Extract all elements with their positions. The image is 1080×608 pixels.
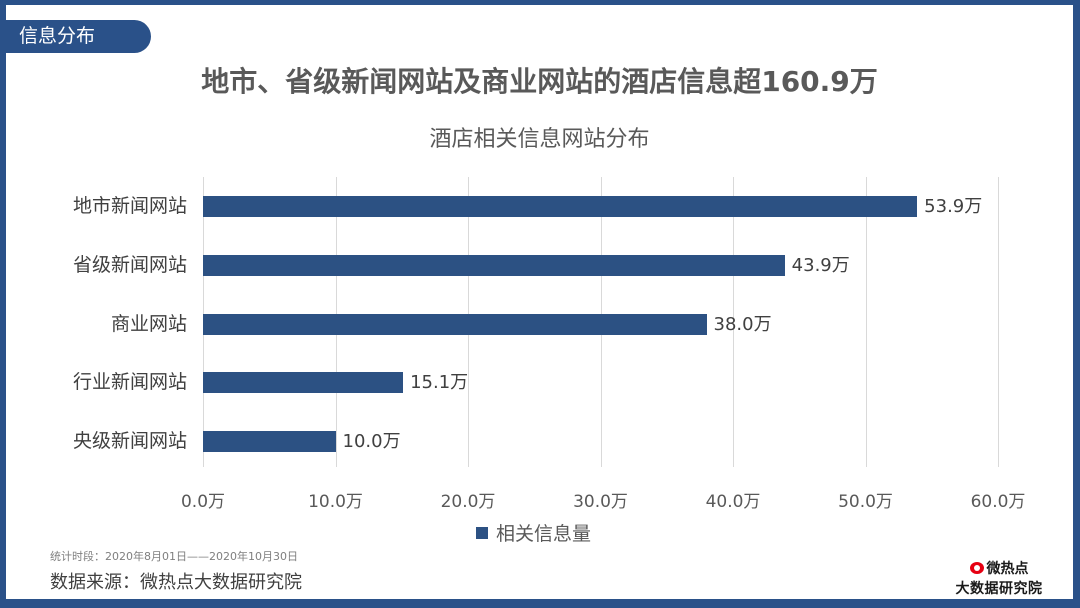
- chart-title: 酒店相关信息网站分布: [429, 127, 650, 152]
- category-label: 省级新闻网站: [72, 254, 187, 276]
- gridline: [733, 177, 734, 467]
- x-tick-label: 20.0万: [440, 492, 496, 512]
- category-label: 商业网站: [110, 313, 187, 335]
- legend-swatch-icon: [476, 526, 488, 539]
- category-label: 地市新闻网站: [72, 195, 187, 217]
- x-tick-label: 30.0万: [573, 492, 628, 512]
- period-note: 统计时段：2020年8月01日——2020年10月30日: [50, 550, 298, 563]
- logo-line1: 微热点: [986, 561, 1029, 577]
- section-tab: 信息分布: [0, 20, 151, 53]
- data-source: 数据来源：微热点大数据研究院: [50, 572, 302, 593]
- weibo-eye-icon: [969, 562, 984, 574]
- logo-line2: 大数据研究院: [955, 581, 1043, 597]
- x-tick-label: 10.0万: [308, 492, 363, 512]
- gridline: [998, 177, 999, 467]
- legend-label: 相关信息量: [496, 523, 592, 545]
- bar: [203, 431, 336, 452]
- chart-legend: 相关信息量: [476, 519, 591, 546]
- bar-value-label: 38.0万: [713, 314, 772, 335]
- brand-logo: 微热点 大数据研究院: [944, 558, 1054, 598]
- bar: [203, 372, 404, 393]
- category-label: 行业新闻网站: [72, 371, 187, 393]
- bar-value-label: 15.1万: [410, 372, 469, 393]
- x-tick-label: 0.0万: [180, 492, 226, 512]
- slide-frame: 信息分布 地市、省级新闻网站及商业网站的酒店信息超160.9万 酒店相关信息网站…: [0, 5, 1073, 599]
- x-tick-label: 50.0万: [838, 492, 893, 512]
- bar-value-label: 43.9万: [791, 255, 850, 276]
- bar-value-label: 10.0万: [342, 431, 401, 452]
- chart-plot-area: 53.9万 43.9万 38.0万 15.1万 10.0万: [203, 177, 999, 467]
- category-label: 央级新闻网站: [72, 430, 187, 452]
- bar: [203, 314, 707, 335]
- x-tick-label: 40.0万: [705, 492, 761, 512]
- bar-value-label: 53.9万: [924, 196, 983, 217]
- page-title: 地市、省级新闻网站及商业网站的酒店信息超160.9万: [201, 65, 878, 98]
- bar: [203, 196, 918, 217]
- x-tick-label: 60.0万: [970, 492, 1026, 512]
- bar: [203, 255, 785, 276]
- gridline: [865, 177, 867, 467]
